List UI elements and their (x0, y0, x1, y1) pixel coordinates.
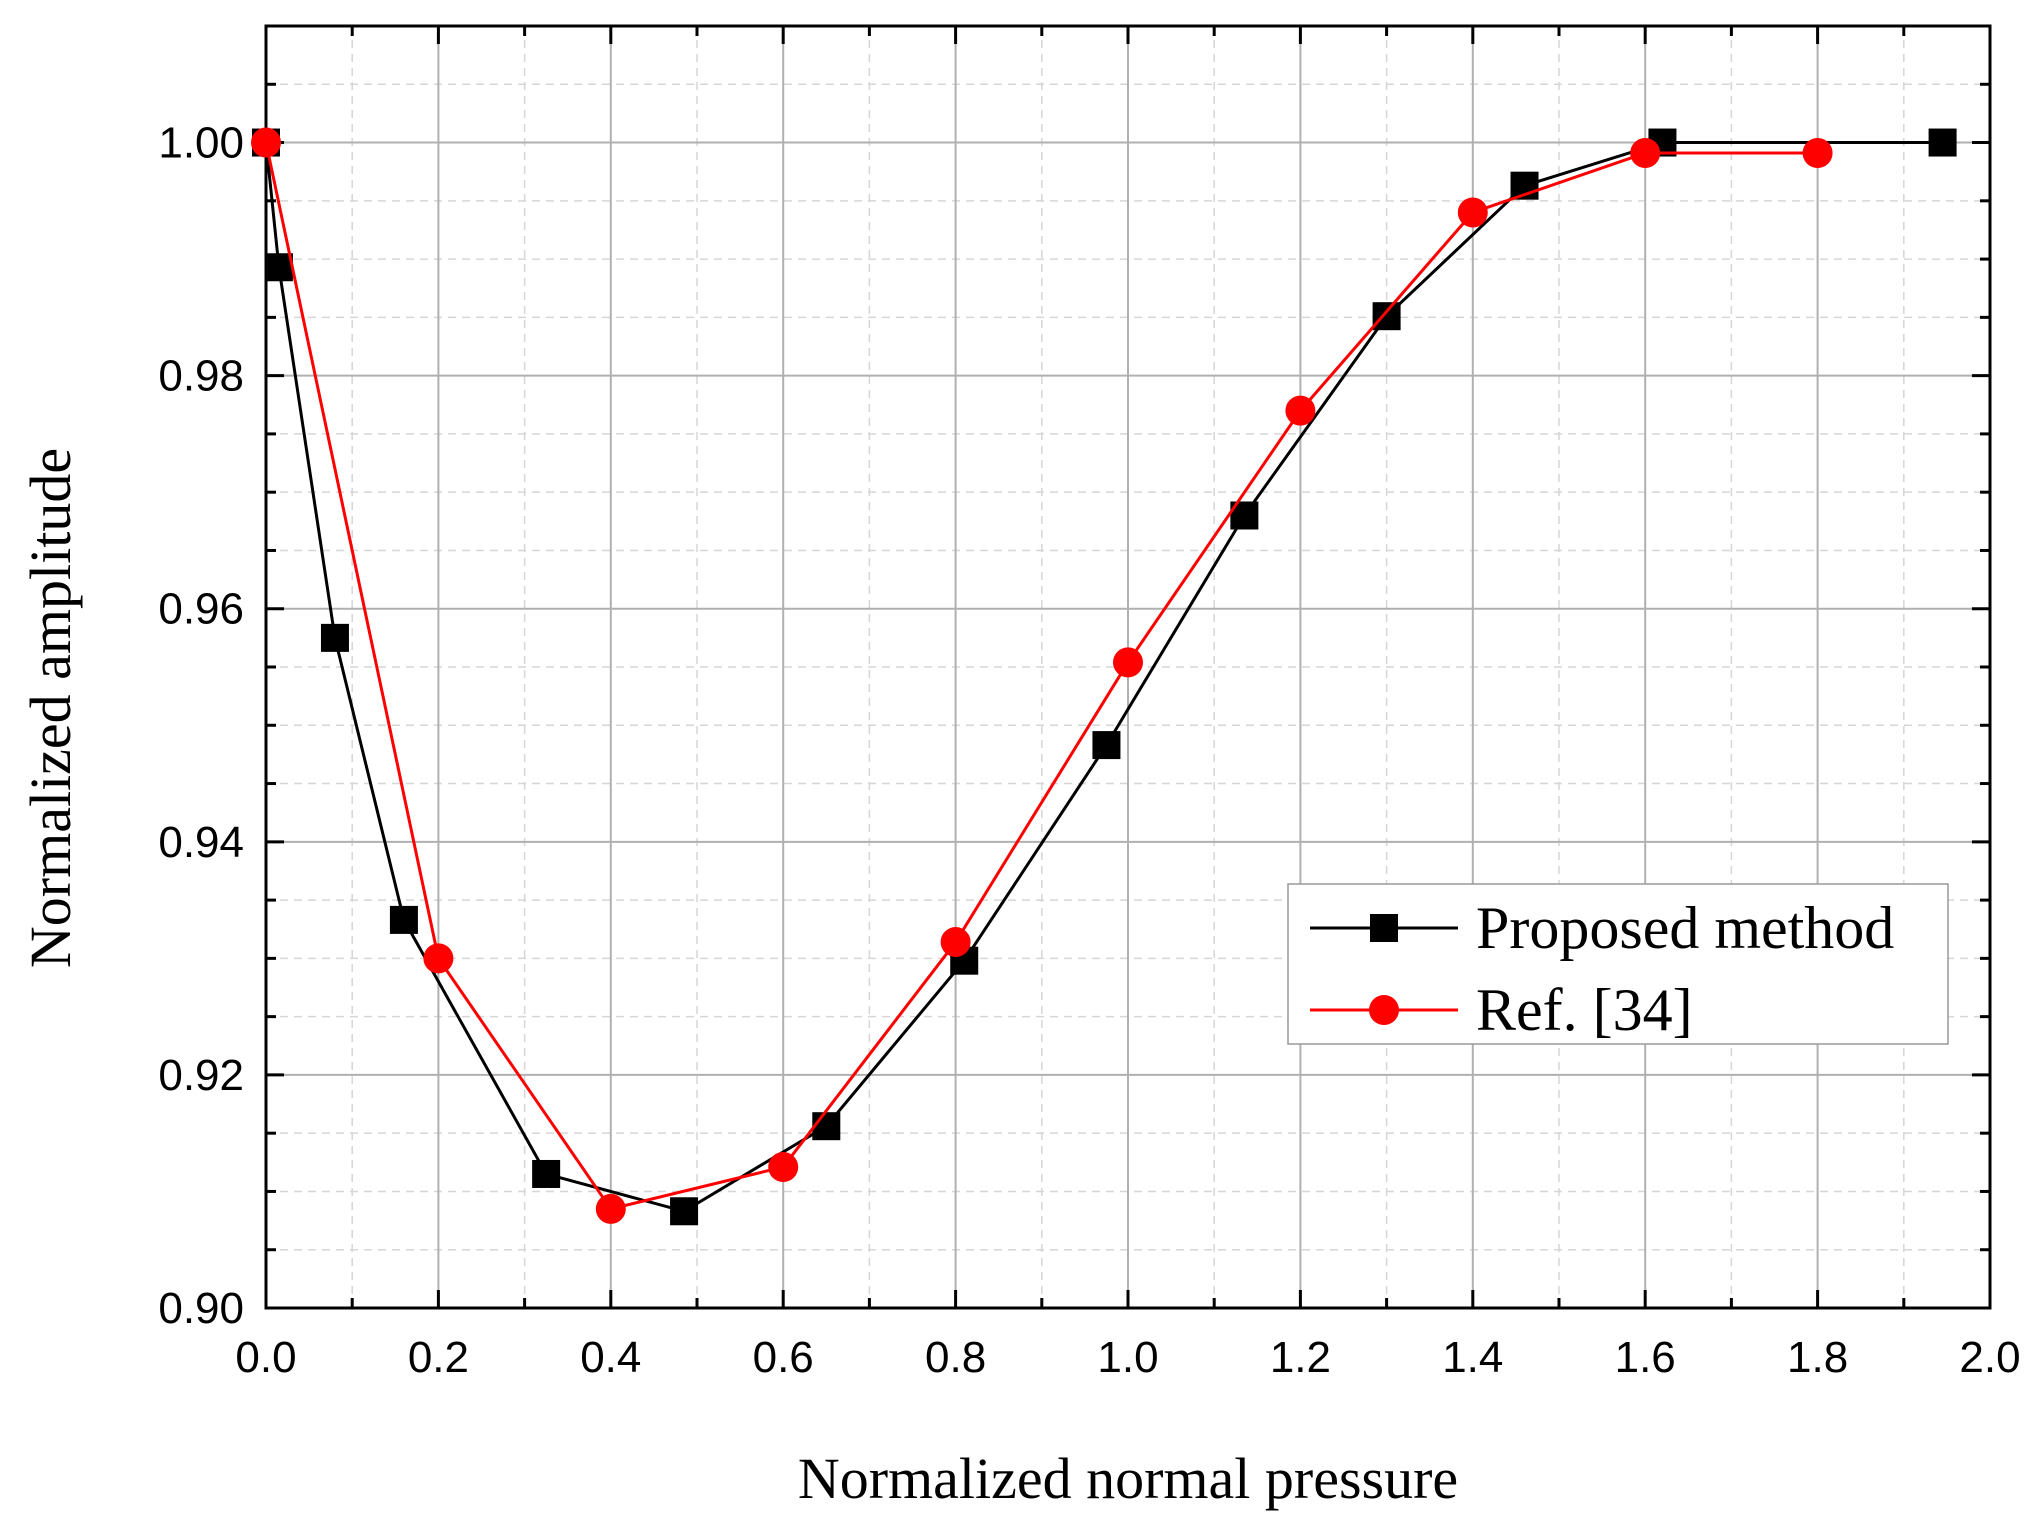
x-tick-label: 1.2 (1270, 1333, 1331, 1382)
data-point-circle (1802, 138, 1833, 169)
data-point-square (264, 253, 293, 282)
x-tick-label: 1.4 (1442, 1333, 1503, 1382)
legend-label-proposed-method: Proposed method (1476, 895, 1894, 961)
y-tick-label: 1.00 (158, 119, 244, 168)
data-point-square (1372, 302, 1401, 331)
data-point-circle (1285, 395, 1316, 426)
axis-ticks (264, 24, 1992, 1310)
x-axis-title: Normalized normal pressure (798, 1446, 1458, 1511)
y-tick-label: 0.98 (158, 352, 244, 401)
legend-marker-circle (1369, 995, 1399, 1025)
data-point-square (812, 1112, 841, 1141)
data-point-circle (251, 127, 281, 158)
y-tick-label: 0.90 (158, 1284, 244, 1333)
y-tick-labels: 0.90 0.92 0.94 0.96 0.98 1.00 (158, 119, 244, 1333)
data-point-square (1092, 731, 1121, 760)
series-line (264, 141, 1943, 1213)
x-tick-label: 1.8 (1787, 1333, 1848, 1382)
y-tick-label: 0.92 (158, 1051, 244, 1100)
data-point-square (1928, 128, 1957, 157)
x-tick-label: 0.2 (408, 1333, 469, 1382)
data-point-circle (1630, 138, 1661, 169)
x-tick-label: 0.4 (580, 1333, 641, 1382)
x-tick-label: 1.0 (1097, 1333, 1158, 1382)
data-point-circle (423, 943, 454, 974)
y-axis-title: Normalized amplitude (18, 448, 83, 968)
legend-marker-square (1370, 914, 1398, 942)
data-point-circle (1113, 647, 1143, 678)
data-point-circle (1457, 197, 1488, 228)
data-point-square (670, 1197, 699, 1226)
legend-box (1287, 883, 1949, 1045)
x-tick-label: 2.0 (1959, 1333, 2020, 1382)
series-ref-34 (251, 127, 1833, 1224)
legend-label-ref-34: Ref. [34] (1476, 977, 1693, 1043)
y-tick-label: 0.96 (158, 585, 244, 634)
y-tick-label: 0.94 (158, 818, 244, 867)
series-line (264, 142, 1818, 1211)
x-tick-label: 0.6 (753, 1333, 814, 1382)
data-point-circle (595, 1193, 626, 1224)
legend: Proposed method Ref. [34] (1287, 883, 1949, 1045)
x-tick-label: 0.0 (235, 1333, 296, 1382)
x-tick-label: 1.6 (1615, 1333, 1676, 1382)
data-point-circle (940, 927, 971, 958)
x-tick-label: 0.8 (925, 1333, 986, 1382)
x-tick-labels: 0.0 0.2 0.4 0.6 0.8 1.0 1.2 1.4 1.6 1.8 2.0 (235, 1333, 2020, 1382)
series-layer (251, 127, 1957, 1226)
data-point-circle (768, 1151, 799, 1182)
data-point-square (320, 623, 349, 652)
data-point-square (532, 1159, 561, 1188)
data-point-square (389, 905, 418, 934)
